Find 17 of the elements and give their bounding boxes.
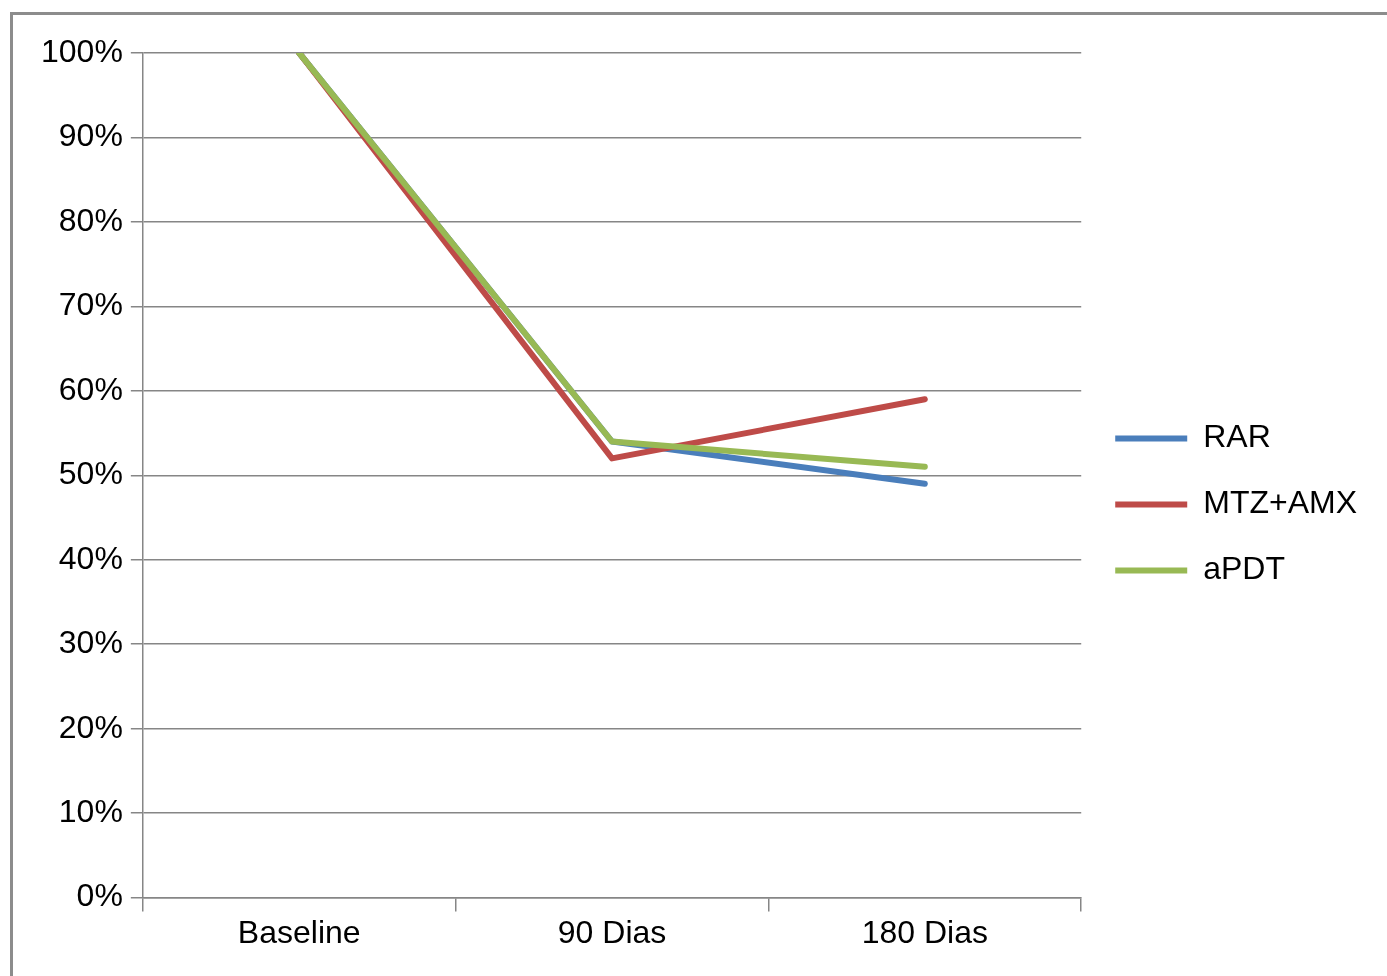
- y-tick-label: 10%: [58, 792, 123, 829]
- y-tick-label: 70%: [58, 286, 123, 323]
- legend-label: MTZ+AMX: [1203, 484, 1357, 521]
- legend-label: RAR: [1203, 418, 1271, 455]
- x-tick-label: 180 Dias: [861, 913, 988, 950]
- y-tick-label: 30%: [58, 624, 123, 661]
- legend-label: aPDT: [1203, 550, 1286, 587]
- y-tick-label: 90%: [58, 117, 123, 154]
- y-tick-label: 100%: [41, 32, 123, 69]
- y-tick-label: 0%: [76, 877, 123, 914]
- y-tick-label: 20%: [58, 708, 123, 745]
- x-tick-label: 90 Dias: [557, 913, 667, 950]
- x-tick-label: Baseline: [237, 913, 361, 950]
- y-tick-label: 40%: [58, 539, 123, 576]
- y-tick-label: 50%: [58, 455, 123, 492]
- y-tick-label: 80%: [58, 201, 123, 238]
- y-tick-label: 60%: [58, 370, 123, 407]
